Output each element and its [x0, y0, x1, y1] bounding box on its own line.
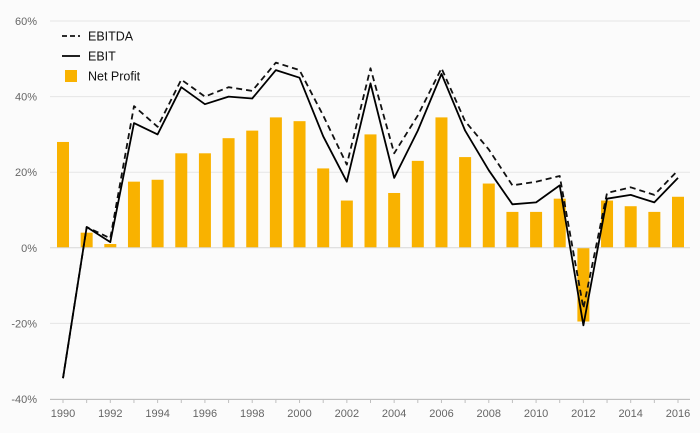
legend-label: EBIT: [88, 50, 116, 64]
net-profit-bar: [80, 232, 93, 248]
x-tick-label: 2000: [287, 408, 311, 420]
net-profit-bar: [127, 181, 140, 248]
x-axis: 1990 1992 1994 1996 1998 2000 2002 2004 2006 2008…: [50, 399, 690, 420]
ebit-line: [62, 69, 679, 379]
legend: EBITDA EBIT Net Profit: [62, 30, 141, 84]
net-profit-bar: [482, 183, 495, 248]
legend-label: EBITDA: [88, 30, 134, 44]
y-axis: -40% -20% 0% 20% 40% 60%: [11, 16, 37, 406]
net-profit-bar: [388, 192, 401, 248]
x-tick-label: 1990: [51, 408, 75, 420]
x-tick-label: 1996: [193, 408, 217, 420]
net-profit-bar: [317, 168, 330, 248]
net-profit-bar: [648, 211, 661, 248]
legend-swatch: [65, 70, 77, 82]
net-profit-bar: [506, 211, 519, 248]
y-tick-label: 20%: [15, 167, 37, 179]
net-profit-bar: [151, 179, 164, 248]
net-profit-bars: [57, 117, 684, 322]
x-tick-label: 2010: [524, 408, 548, 420]
ebitda-line: [62, 61, 679, 379]
x-tick-label: 2006: [429, 408, 453, 420]
y-tick-label: -40%: [11, 394, 37, 406]
x-tick-label: 1998: [240, 408, 264, 420]
net-profit-bar: [672, 196, 684, 248]
x-tick-label: 2002: [335, 408, 359, 420]
x-tick-label: 2008: [477, 408, 501, 420]
x-tick-label: 2014: [618, 408, 642, 420]
net-profit-bar: [175, 153, 188, 248]
net-profit-bar: [435, 117, 448, 248]
y-tick-label: -20%: [11, 318, 37, 330]
line-series: [62, 61, 679, 379]
net-profit-bar: [340, 200, 353, 248]
net-profit-bar: [198, 153, 211, 248]
x-tick-label: 2012: [571, 408, 595, 420]
y-tick-label: 0%: [21, 243, 37, 255]
net-profit-bar: [530, 211, 543, 248]
net-profit-bar: [624, 206, 637, 248]
legend-label: Net Profit: [88, 70, 141, 84]
x-tick-label: 2016: [666, 408, 690, 420]
net-profit-bar: [222, 138, 235, 248]
net-profit-bar: [364, 134, 377, 248]
x-tick-label: 1992: [98, 408, 122, 420]
y-tick-label: 40%: [15, 92, 37, 104]
x-tick-label: 2004: [382, 408, 406, 420]
y-tick-label: 60%: [15, 16, 37, 28]
net-profit-bar: [104, 244, 117, 248]
net-profit-bar: [57, 141, 69, 248]
net-profit-bar: [411, 160, 424, 248]
net-profit-bar: [459, 157, 472, 248]
net-profit-bar: [246, 130, 259, 248]
x-tick-label: 1994: [145, 408, 169, 420]
net-profit-bar: [269, 117, 282, 248]
net-profit-bar: [553, 198, 566, 248]
net-profit-bar: [293, 121, 306, 248]
